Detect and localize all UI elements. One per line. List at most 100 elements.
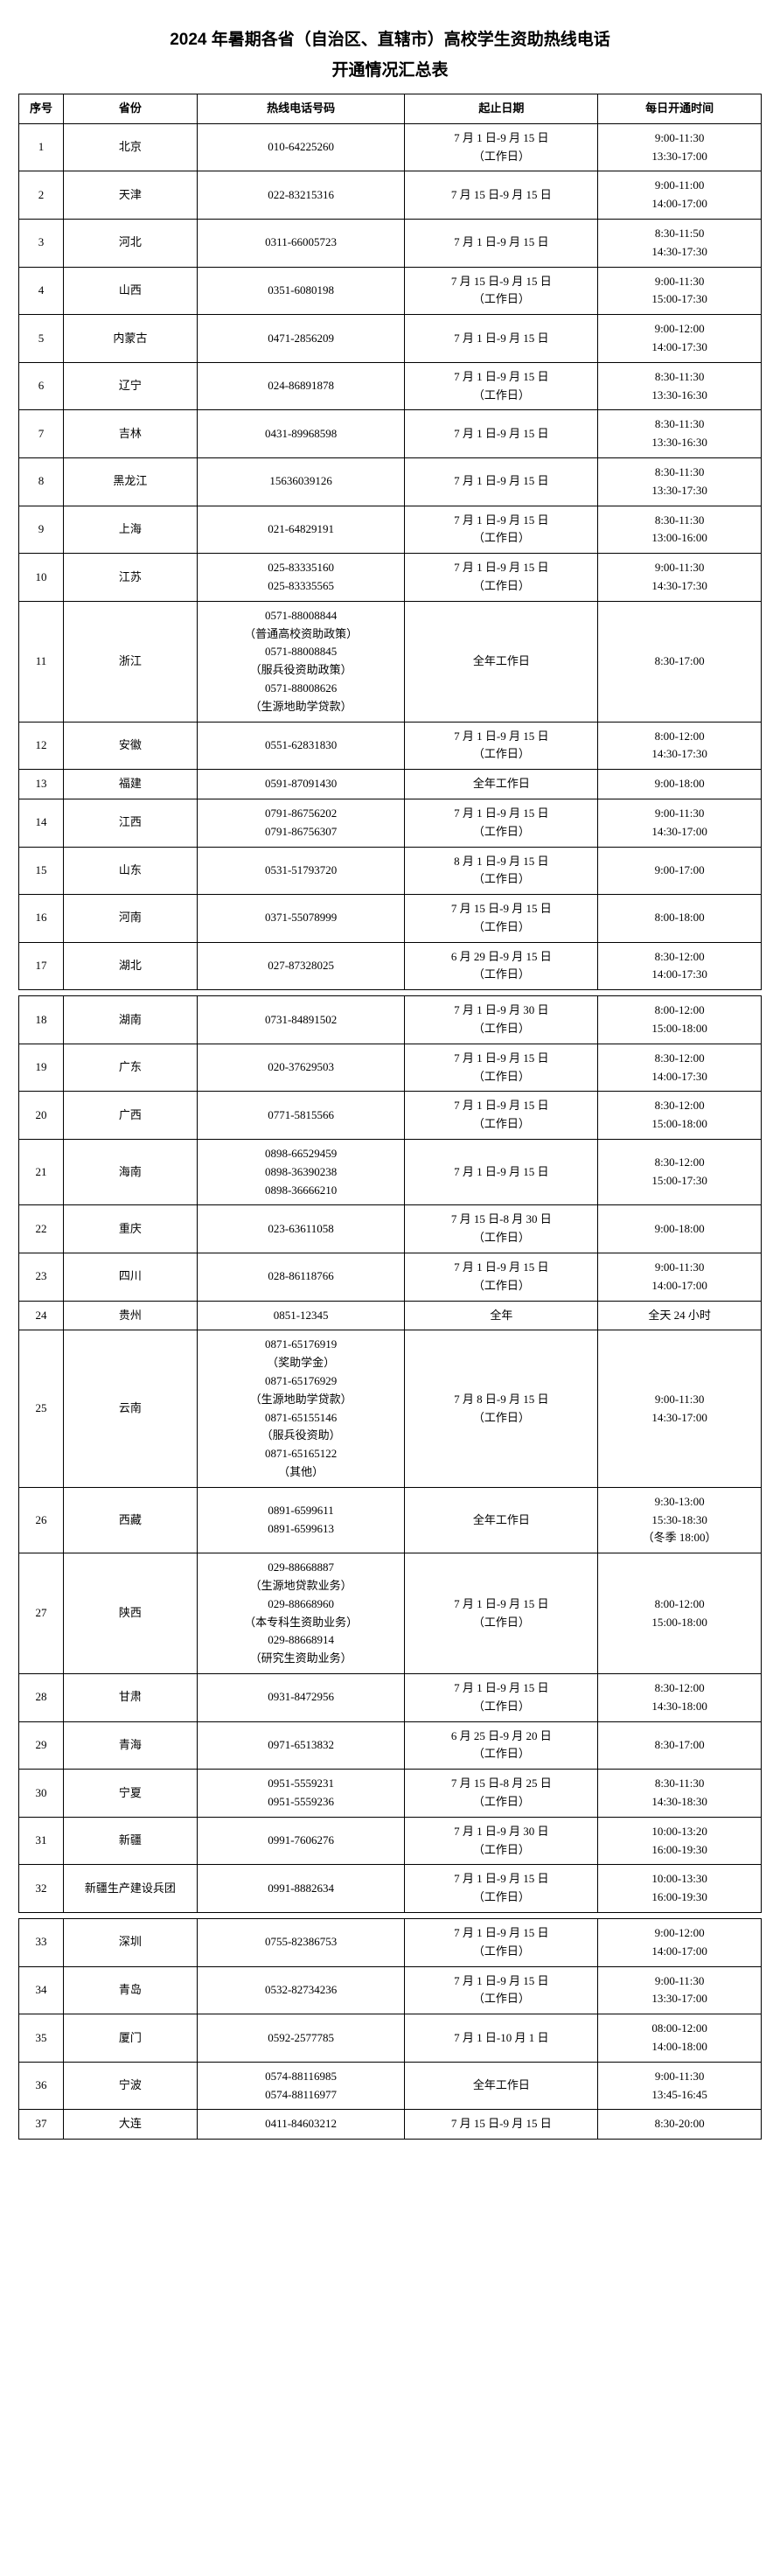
cell-hours: 9:00-18:00 [598, 1205, 762, 1253]
cell-hours: 9:00-11:3013:30-17:00 [598, 1966, 762, 2014]
table-row: 18湖南0731-848915027 月 1 日-9 月 30 日（工作日）8:… [19, 996, 762, 1044]
cell-idx: 30 [19, 1770, 64, 1818]
table-row: 26西藏0891-65996110891-6599613全年工作日9:30-13… [19, 1487, 762, 1553]
cell-phone: 0871-65176919（奖助学金）0871-65176929（生源地助学贷款… [197, 1330, 405, 1487]
cell-phone: 021-64829191 [197, 506, 405, 554]
cell-province: 安徽 [63, 722, 197, 770]
cell-idx: 6 [19, 362, 64, 410]
cell-phone: 0755-82386753 [197, 1918, 405, 1966]
cell-hours: 8:30-11:3013:30-16:30 [598, 362, 762, 410]
cell-dates: 7 月 15 日-9 月 15 日 [405, 2110, 598, 2140]
cell-phone: 15636039126 [197, 457, 405, 506]
cell-dates: 7 月 1 日-9 月 15 日 [405, 315, 598, 363]
cell-dates: 7 月 1 日-9 月 15 日（工作日） [405, 799, 598, 847]
table-row: 14江西0791-867562020791-867563077 月 1 日-9 … [19, 799, 762, 847]
cell-phone: 0411-84603212 [197, 2110, 405, 2140]
cell-idx: 36 [19, 2062, 64, 2110]
cell-dates: 全年工作日 [405, 2062, 598, 2110]
cell-hours: 8:00-18:00 [598, 895, 762, 943]
cell-hours: 9:00-11:3015:00-17:30 [598, 267, 762, 315]
header-phone: 热线电话号码 [197, 94, 405, 124]
table-row: 11浙江0571-88008844（普通高校资助政策）0571-88008845… [19, 601, 762, 722]
table-row: 8黑龙江156360391267 月 1 日-9 月 15 日8:30-11:3… [19, 457, 762, 506]
cell-province: 北京 [63, 123, 197, 171]
cell-province: 西藏 [63, 1487, 197, 1553]
cell-province: 陕西 [63, 1553, 197, 1674]
cell-province: 云南 [63, 1330, 197, 1487]
cell-phone: 0771-5815566 [197, 1092, 405, 1140]
table-row: 19广东020-376295037 月 1 日-9 月 15 日（工作日）8:3… [19, 1044, 762, 1092]
cell-province: 福建 [63, 770, 197, 799]
cell-hours: 9:00-11:3014:00-17:00 [598, 1253, 762, 1302]
cell-dates: 7 月 15 日-9 月 15 日（工作日） [405, 267, 598, 315]
cell-hours: 8:30-12:0015:00-18:00 [598, 1092, 762, 1140]
table-row: 35厦门0592-25777857 月 1 日-10 月 1 日08:00-12… [19, 2014, 762, 2063]
cell-province: 上海 [63, 506, 197, 554]
cell-idx: 28 [19, 1673, 64, 1721]
cell-phone: 0531-51793720 [197, 847, 405, 895]
cell-province: 辽宁 [63, 362, 197, 410]
cell-dates: 7 月 1 日-9 月 15 日（工作日） [405, 1553, 598, 1674]
cell-hours: 8:00-12:0014:30-17:30 [598, 722, 762, 770]
table-row: 31新疆0991-76062767 月 1 日-9 月 30 日（工作日）10:… [19, 1817, 762, 1865]
table-row: 7吉林0431-899685987 月 1 日-9 月 15 日8:30-11:… [19, 410, 762, 458]
table-row: 15山东0531-517937208 月 1 日-9 月 15 日（工作日）9:… [19, 847, 762, 895]
table-row: 6辽宁024-868918787 月 1 日-9 月 15 日（工作日）8:30… [19, 362, 762, 410]
cell-dates: 7 月 1 日-9 月 30 日（工作日） [405, 996, 598, 1044]
cell-hours: 8:00-12:0015:00-18:00 [598, 996, 762, 1044]
cell-dates: 7 月 1 日-9 月 15 日（工作日） [405, 1865, 598, 1913]
cell-province: 山西 [63, 267, 197, 315]
section-gap [19, 1912, 762, 1918]
cell-province: 河北 [63, 219, 197, 267]
cell-hours: 8:30-12:0014:30-18:00 [598, 1673, 762, 1721]
section-gap [19, 990, 762, 996]
cell-dates: 7 月 1 日-9 月 15 日 [405, 410, 598, 458]
cell-idx: 1 [19, 123, 64, 171]
cell-dates: 7 月 1 日-9 月 15 日（工作日） [405, 1673, 598, 1721]
cell-hours: 10:00-13:2016:00-19:30 [598, 1817, 762, 1865]
cell-hours: 10:00-13:3016:00-19:30 [598, 1865, 762, 1913]
cell-hours: 8:30-17:00 [598, 1721, 762, 1770]
cell-idx: 31 [19, 1817, 64, 1865]
cell-phone: 025-83335160025-83335565 [197, 554, 405, 602]
cell-idx: 23 [19, 1253, 64, 1302]
table-row: 33深圳0755-823867537 月 1 日-9 月 15 日（工作日）9:… [19, 1918, 762, 1966]
cell-dates: 6 月 25 日-9 月 20 日（工作日） [405, 1721, 598, 1770]
cell-hours: 9:00-17:00 [598, 847, 762, 895]
cell-phone: 020-37629503 [197, 1044, 405, 1092]
cell-dates: 7 月 1 日-9 月 15 日（工作日） [405, 123, 598, 171]
cell-hours: 8:30-20:00 [598, 2110, 762, 2140]
cell-province: 重庆 [63, 1205, 197, 1253]
cell-hours: 9:00-11:3014:30-17:00 [598, 799, 762, 847]
cell-idx: 32 [19, 1865, 64, 1913]
cell-hours: 9:00-11:3013:30-17:00 [598, 123, 762, 171]
cell-idx: 22 [19, 1205, 64, 1253]
cell-dates: 8 月 1 日-9 月 15 日（工作日） [405, 847, 598, 895]
cell-phone: 0851-12345 [197, 1301, 405, 1330]
cell-province: 江西 [63, 799, 197, 847]
header-hours: 每日开通时间 [598, 94, 762, 124]
cell-idx: 8 [19, 457, 64, 506]
cell-province: 湖南 [63, 996, 197, 1044]
cell-province: 海南 [63, 1140, 197, 1205]
cell-phone: 0951-55592310951-5559236 [197, 1770, 405, 1818]
cell-dates: 7 月 1 日-9 月 15 日（工作日） [405, 1044, 598, 1092]
table-row: 27陕西029-88668887（生源地贷款业务）029-88668960（本专… [19, 1553, 762, 1674]
cell-hours: 9:00-11:3014:30-17:30 [598, 554, 762, 602]
document-title: 2024 年暑期各省（自治区、直辖市）高校学生资助热线电话 [18, 26, 762, 50]
cell-dates: 7 月 1 日-9 月 15 日（工作日） [405, 722, 598, 770]
cell-province: 广西 [63, 1092, 197, 1140]
cell-phone: 0991-8882634 [197, 1865, 405, 1913]
cell-hours: 9:00-12:0014:00-17:00 [598, 1918, 762, 1966]
cell-idx: 37 [19, 2110, 64, 2140]
header-dates: 起止日期 [405, 94, 598, 124]
table-row: 29青海0971-65138326 月 25 日-9 月 20 日（工作日）8:… [19, 1721, 762, 1770]
table-row: 22重庆023-636110587 月 15 日-8 月 30 日（工作日）9:… [19, 1205, 762, 1253]
cell-hours: 8:30-11:3013:30-17:30 [598, 457, 762, 506]
cell-dates: 7 月 15 日-9 月 15 日 [405, 171, 598, 220]
cell-idx: 11 [19, 601, 64, 722]
cell-idx: 17 [19, 942, 64, 990]
table-header-row: 序号 省份 热线电话号码 起止日期 每日开通时间 [19, 94, 762, 124]
cell-idx: 20 [19, 1092, 64, 1140]
cell-hours: 8:30-11:3014:30-18:30 [598, 1770, 762, 1818]
